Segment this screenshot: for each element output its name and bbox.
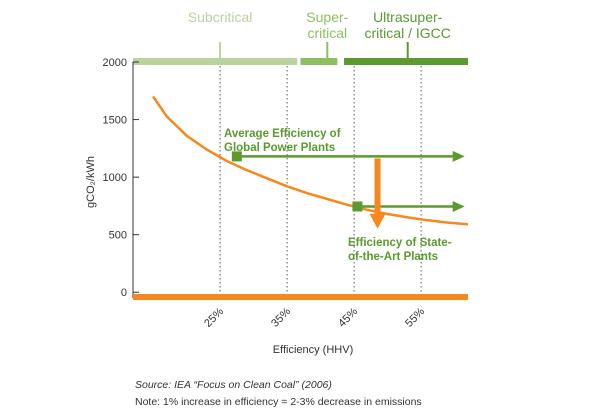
band-label: Super- — [306, 9, 348, 25]
x-tick-label: 35% — [269, 305, 293, 329]
x-axis-baseline — [133, 294, 468, 300]
x-tick-labels: 25% 35% 45% 55% — [202, 305, 427, 329]
state-of-the-art-label: of-the-Art Plants — [348, 251, 438, 263]
y-tick-label: 1500 — [103, 115, 127, 127]
band-label: critical / IGCC — [365, 25, 451, 41]
axes — [132, 62, 468, 300]
band-label: critical — [307, 25, 347, 41]
y-tick-label: 2000 — [103, 57, 127, 69]
efficiency-marker — [231, 151, 242, 162]
band-bar — [133, 58, 298, 65]
average-efficiency-label: Average Efficiency of — [224, 128, 341, 140]
y-tick-label: 500 — [109, 230, 127, 242]
reduction-arrow-head — [369, 213, 386, 229]
reduction-arrow-shaft — [374, 158, 381, 215]
technology-bands: Subcritical Super-critical Ultrasuper-crit… — [133, 9, 468, 65]
band-bar — [300, 58, 338, 65]
band-bar — [344, 58, 468, 65]
y-tick-labels: 0 500 1000 1500 2000 — [103, 57, 139, 299]
y-tick-label: 0 — [121, 287, 127, 299]
average-efficiency-label: Global Power Plants — [224, 142, 335, 154]
y-axis-label: gCO₂/kWh — [85, 156, 97, 208]
band-label: Subcritical — [188, 9, 253, 25]
band-label: Ultrasuper- — [373, 9, 443, 25]
efficiency-arrow-head — [452, 200, 465, 212]
x-tick-label: 25% — [202, 305, 226, 329]
emissions-curve — [152, 95, 469, 226]
state-of-the-art-label: Efficiency of State- — [348, 237, 452, 249]
annotations: Average Efficiency of Global Power Plants… — [224, 128, 452, 263]
efficiency-arrow-head — [452, 150, 465, 162]
source-note: Source: IEA “Focus on Clean Coal” (2006) — [135, 379, 332, 391]
footnote: Note: 1% increase in efficiency = 2-3% d… — [135, 396, 422, 408]
x-axis-label: Efficiency (HHV) — [273, 344, 353, 356]
markers — [231, 150, 465, 229]
y-tick-label: 1000 — [103, 172, 127, 184]
series — [152, 95, 469, 226]
x-tick-label: 45% — [336, 305, 360, 329]
efficiency-marker — [352, 201, 363, 212]
x-tick-label: 55% — [403, 305, 427, 329]
